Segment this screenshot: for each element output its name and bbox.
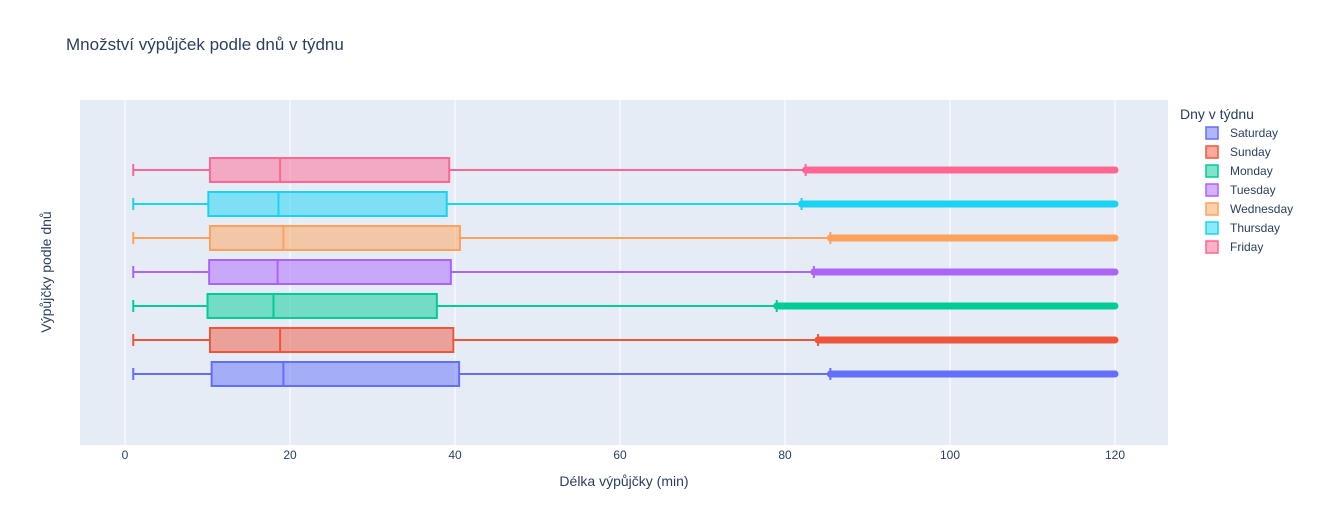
iqr-box bbox=[206, 293, 438, 319]
iqr-box bbox=[208, 225, 461, 251]
legend-item-friday[interactable]: Friday bbox=[1205, 240, 1263, 254]
legend-swatch bbox=[1205, 164, 1219, 178]
legend-swatch bbox=[1205, 202, 1219, 216]
legend-label: Saturday bbox=[1230, 126, 1278, 140]
box-plots bbox=[132, 157, 1119, 387]
iqr-box bbox=[208, 259, 452, 285]
legend: Dny v týdnu Saturday Sunday Monday Tuesday W… bbox=[1180, 106, 1293, 254]
iqr-box bbox=[208, 327, 455, 353]
iqr-box bbox=[207, 191, 448, 217]
legend-label: Friday bbox=[1230, 240, 1263, 254]
box-tuesday bbox=[132, 259, 1119, 285]
iqr-box bbox=[208, 157, 451, 183]
legend-item-sunday[interactable]: Sunday bbox=[1205, 145, 1271, 159]
x-tick-label: 20 bbox=[283, 448, 297, 462]
box-wednesday bbox=[132, 225, 1119, 251]
legend-item-saturday[interactable]: Saturday bbox=[1205, 126, 1278, 140]
legend-swatch bbox=[1205, 145, 1219, 159]
legend-label: Tuesday bbox=[1230, 183, 1276, 197]
legend-swatch bbox=[1205, 183, 1219, 197]
x-tick-label: 40 bbox=[448, 448, 462, 462]
x-tick-label: 80 bbox=[778, 448, 792, 462]
x-tick-label: 100 bbox=[940, 448, 960, 462]
legend-item-tuesday[interactable]: Tuesday bbox=[1205, 183, 1276, 197]
box-friday bbox=[132, 157, 1119, 183]
x-tick-label: 120 bbox=[1105, 448, 1125, 462]
legend-label: Wednesday bbox=[1230, 202, 1293, 216]
box-saturday bbox=[132, 361, 1119, 387]
legend-swatch bbox=[1205, 126, 1219, 140]
legend-label: Thursday bbox=[1230, 221, 1280, 235]
legend-label: Monday bbox=[1230, 164, 1273, 178]
x-tick-labels: 0 20 40 60 80 100 120 bbox=[122, 448, 1126, 462]
x-tick-label: 0 bbox=[122, 448, 129, 462]
chart-title: Množství výpůjček podle dnů v týdnu bbox=[66, 35, 344, 54]
legend-item-monday[interactable]: Monday bbox=[1205, 164, 1273, 178]
x-tick-label: 60 bbox=[613, 448, 627, 462]
iqr-box bbox=[210, 361, 461, 387]
legend-title: Dny v týdnu bbox=[1180, 106, 1254, 122]
legend-label: Sunday bbox=[1230, 145, 1271, 159]
y-axis-title: Výpůjčky podle dnů bbox=[38, 211, 54, 332]
legend-swatch bbox=[1205, 221, 1219, 235]
x-axis-title: Délka výpůjčky (min) bbox=[559, 473, 688, 489]
box-thursday bbox=[132, 191, 1119, 217]
legend-swatch bbox=[1205, 240, 1219, 254]
legend-item-wednesday[interactable]: Wednesday bbox=[1205, 202, 1293, 216]
legend-item-thursday[interactable]: Thursday bbox=[1205, 221, 1280, 235]
box-monday bbox=[132, 293, 1119, 319]
box-sunday bbox=[132, 327, 1119, 353]
